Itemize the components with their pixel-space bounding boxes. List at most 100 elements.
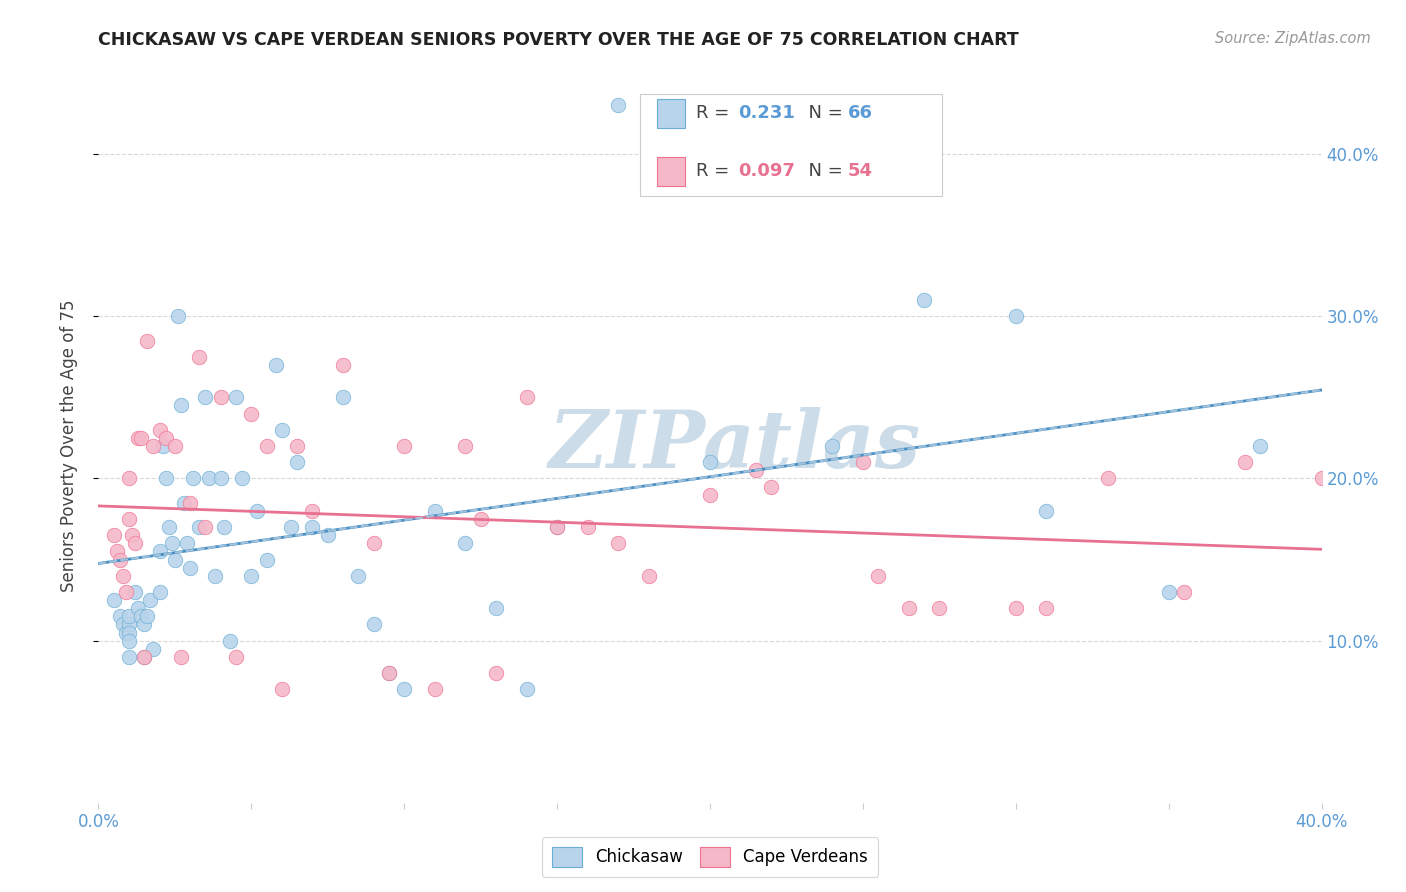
Point (759, 479, 782, 493)
Point (332, 390, 354, 404)
Point (285, 455, 308, 469)
Point (1157, 585, 1180, 599)
Point (118, 617, 141, 632)
Text: N =: N = (797, 162, 849, 180)
Point (912, 293, 935, 307)
Point (124, 536, 146, 550)
Point (516, 682, 538, 697)
Point (209, 471, 232, 485)
Point (852, 455, 875, 469)
Point (173, 496, 195, 510)
Point (454, 536, 477, 550)
Point (127, 601, 149, 615)
Point (256, 439, 278, 453)
Point (607, 98, 630, 112)
Point (108, 552, 131, 566)
Point (115, 585, 138, 599)
Point (423, 504, 446, 518)
Point (301, 520, 323, 534)
Point (423, 682, 446, 697)
Text: CHICKASAW VS CAPE VERDEAN SENIORS POVERTY OVER THE AGE OF 75 CORRELATION CHART: CHICKASAW VS CAPE VERDEAN SENIORS POVERT… (98, 31, 1019, 49)
Point (264, 358, 287, 372)
Point (181, 471, 204, 485)
Y-axis label: Seniors Poverty Over the Age of 75: Seniors Poverty Over the Age of 75 (59, 300, 77, 592)
Point (240, 407, 263, 421)
Point (607, 536, 630, 550)
Point (139, 593, 162, 607)
Point (179, 496, 201, 510)
Point (118, 471, 141, 485)
Point (129, 609, 152, 624)
Point (103, 528, 125, 542)
Point (1097, 471, 1119, 485)
Point (136, 609, 159, 624)
Point (1004, 601, 1026, 615)
Point (332, 358, 354, 372)
Point (124, 585, 146, 599)
Point (231, 471, 253, 485)
Point (378, 666, 401, 681)
Point (699, 455, 721, 469)
Point (378, 666, 401, 681)
Point (270, 682, 292, 697)
Point (134, 649, 156, 664)
Point (240, 568, 263, 582)
Point (256, 552, 278, 566)
Text: R =: R = (696, 162, 735, 180)
Text: N =: N = (797, 104, 849, 122)
Point (111, 617, 134, 632)
Point (219, 633, 242, 648)
Point (176, 536, 198, 550)
Point (363, 536, 385, 550)
Point (280, 520, 302, 534)
Point (270, 423, 292, 437)
Point (163, 439, 186, 453)
Point (152, 439, 174, 453)
Text: Source: ZipAtlas.com: Source: ZipAtlas.com (1215, 31, 1371, 46)
Point (1234, 455, 1257, 469)
Point (149, 585, 172, 599)
Point (115, 625, 138, 640)
Point (134, 617, 156, 632)
Point (160, 536, 183, 550)
Point (197, 471, 219, 485)
Point (745, 463, 768, 477)
Point (821, 439, 844, 453)
Point (1173, 585, 1195, 599)
Point (188, 350, 211, 364)
Point (194, 390, 217, 404)
Point (149, 544, 172, 558)
Point (897, 601, 920, 615)
Point (347, 568, 370, 582)
Point (204, 568, 226, 582)
Point (103, 593, 125, 607)
Point (111, 568, 134, 582)
Point (157, 520, 180, 534)
Point (170, 649, 193, 664)
Point (179, 560, 201, 574)
Point (188, 520, 211, 534)
Point (118, 625, 141, 640)
Point (546, 520, 568, 534)
Point (149, 423, 172, 437)
Point (316, 528, 339, 542)
Point (129, 431, 152, 445)
Point (142, 641, 165, 656)
Point (363, 617, 385, 632)
Point (470, 512, 492, 526)
Point (454, 439, 477, 453)
Point (118, 649, 141, 664)
Point (155, 431, 177, 445)
Point (1310, 471, 1333, 485)
Point (163, 552, 186, 566)
Point (212, 520, 235, 534)
Point (225, 649, 247, 664)
Point (108, 609, 131, 624)
Point (167, 310, 190, 324)
Point (121, 528, 143, 542)
Text: 54: 54 (848, 162, 873, 180)
Text: ZIPatlas: ZIPatlas (548, 408, 921, 484)
Point (392, 439, 416, 453)
Point (928, 601, 950, 615)
Text: 0.097: 0.097 (738, 162, 794, 180)
